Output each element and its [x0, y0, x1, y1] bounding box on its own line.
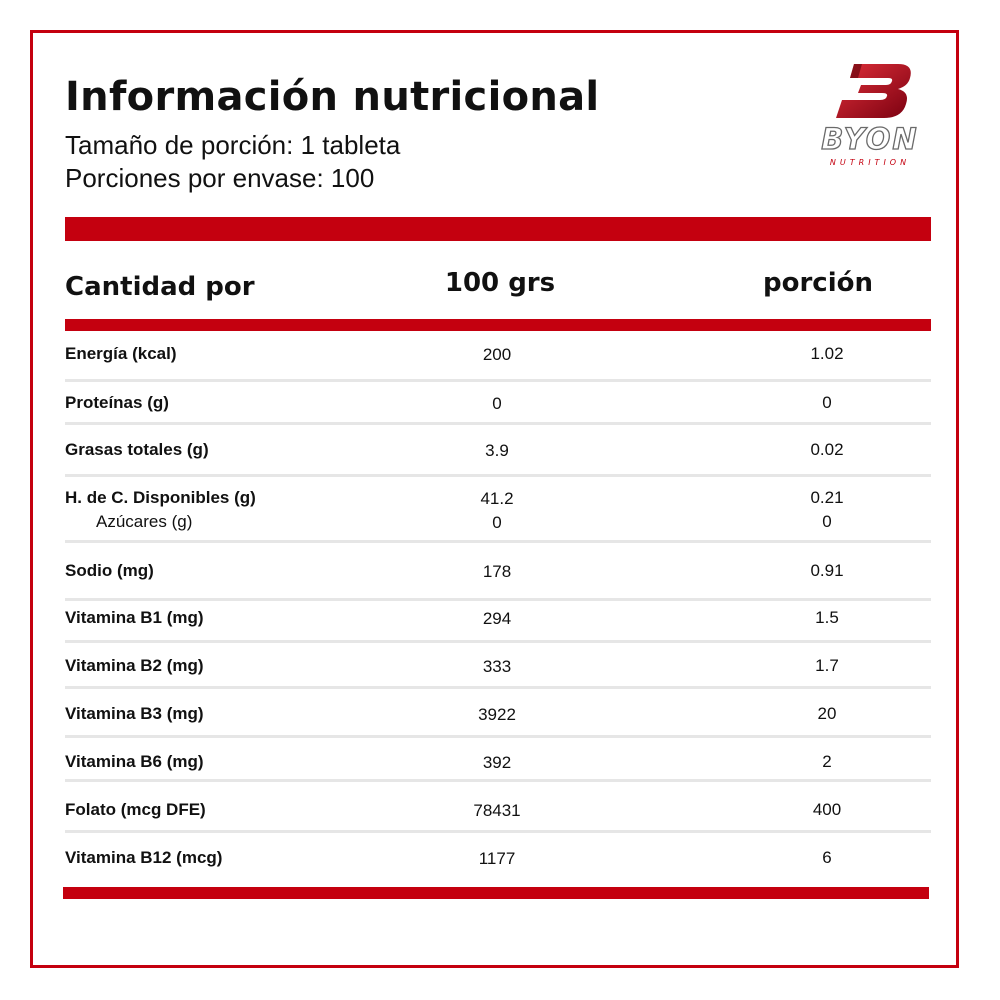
- value-per-100: 333: [482, 657, 512, 676]
- logo-wordmark: BYON: [821, 121, 919, 156]
- column-header-divider: [65, 319, 931, 331]
- row-separator: [65, 686, 931, 689]
- nutrient-name: Vitamina B2 (mg): [65, 656, 204, 675]
- value-per-serving: 0.91: [810, 561, 844, 580]
- header-divider: [65, 217, 931, 241]
- nutrient-name: Vitamina B6 (mg): [65, 752, 204, 771]
- page-title: Información nutricional: [65, 74, 600, 120]
- column-header-label: Cantidad por: [65, 272, 255, 302]
- sub-value-per-serving: 0: [822, 512, 832, 531]
- value-per-100: 78431: [473, 801, 521, 820]
- row-separator: [65, 474, 931, 477]
- row-separator: [65, 779, 931, 782]
- row-separator: [65, 830, 931, 833]
- value-per-100: 294: [482, 609, 512, 628]
- nutrient-name: Grasas totales (g): [65, 440, 209, 459]
- sub-value-per-100: 0: [492, 513, 502, 532]
- nutrient-name: Energía (kcal): [65, 344, 177, 363]
- value-per-serving: 1.5: [815, 608, 839, 627]
- nutrient-name: Vitamina B1 (mg): [65, 608, 204, 627]
- column-header-per-serving: porción: [763, 268, 873, 298]
- row-separator: [65, 598, 931, 601]
- row-separator: [65, 640, 931, 643]
- nutrient-name: Vitamina B12 (mcg): [65, 848, 223, 867]
- logo-subtitle: NUTRITION: [829, 158, 911, 167]
- value-per-100: 3922: [478, 705, 516, 724]
- sub-nutrient-name: Azúcares (g): [96, 512, 193, 531]
- column-header-per-100: 100 grs: [444, 268, 556, 298]
- nutrient-name: H. de C. Disponibles (g): [65, 488, 256, 507]
- value-per-100: 41.2: [480, 489, 514, 508]
- nutrient-name: Vitamina B3 (mg): [65, 704, 204, 723]
- servings-per-container: Porciones por envase: 100: [65, 163, 375, 193]
- row-separator: [65, 735, 931, 738]
- value-per-serving: 1.02: [810, 344, 844, 363]
- value-per-serving: 6: [822, 848, 832, 867]
- value-per-100: 178: [482, 562, 512, 581]
- value-per-100: 392: [482, 753, 512, 772]
- value-per-serving: 400: [812, 800, 842, 819]
- row-separator: [65, 422, 931, 425]
- value-per-100: 3.9: [485, 441, 509, 460]
- row-separator: [65, 540, 931, 543]
- table-bottom-divider: [63, 887, 929, 899]
- value-per-100: 1177: [478, 849, 516, 868]
- nutrient-name: Sodio (mg): [65, 561, 154, 580]
- value-per-serving: 0.21: [810, 488, 844, 507]
- value-per-serving: 1.7: [815, 656, 839, 675]
- value-per-100: 200: [482, 345, 512, 364]
- value-per-serving: 0: [822, 393, 832, 412]
- logo-b-mark-icon: [836, 64, 911, 118]
- brand-logo: BYON NUTRITION: [814, 60, 926, 170]
- value-per-serving: 0.02: [810, 440, 844, 459]
- nutrient-name: Proteínas (g): [65, 393, 169, 412]
- nutrient-name: Folato (mcg DFE): [65, 800, 206, 819]
- value-per-serving: 2: [822, 752, 832, 771]
- serving-size: Tamaño de porción: 1 tableta: [65, 130, 401, 160]
- row-separator: [65, 379, 931, 382]
- value-per-serving: 20: [817, 704, 837, 723]
- label-frame: [30, 30, 959, 968]
- value-per-100: 0: [492, 394, 502, 413]
